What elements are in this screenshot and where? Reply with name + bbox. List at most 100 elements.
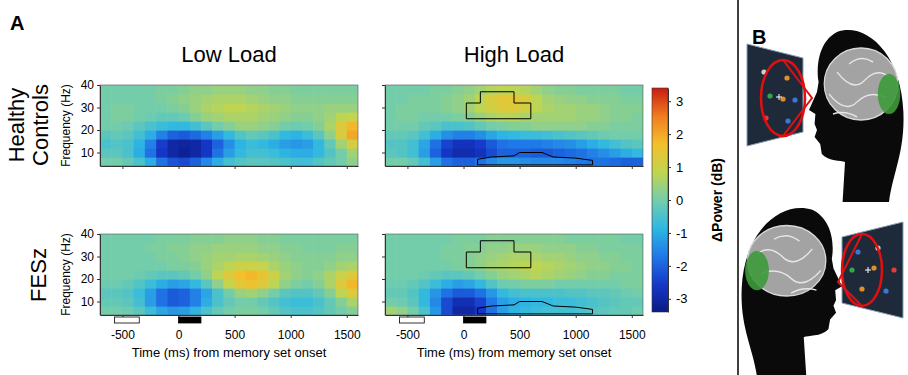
- heatmap-cell: [407, 252, 419, 262]
- heatmap-cell: [385, 130, 397, 140]
- heatmap-cell: [268, 130, 280, 140]
- heatmap-cell: [268, 121, 280, 131]
- heatmap-cell: [291, 139, 303, 149]
- heatmap-cell: [385, 148, 397, 158]
- heatmap-cell: [324, 297, 336, 307]
- heatmap-cell: [291, 243, 303, 253]
- heatmap-cell: [179, 121, 191, 131]
- colorbar-tick-label: 2: [676, 127, 683, 142]
- heatmap-cell: [212, 243, 224, 253]
- heatmap-cell: [145, 139, 157, 149]
- x-tick: [576, 166, 577, 169]
- heatmap-cell: [145, 94, 157, 104]
- row-title: FESz: [26, 248, 51, 302]
- y-axis: [382, 86, 386, 167]
- heatmap-cell: [587, 85, 599, 95]
- heatmap-cell: [313, 139, 325, 149]
- heatmap-cell: [441, 103, 453, 113]
- heatmap-cell: [246, 103, 258, 113]
- head-silhouette: [809, 30, 904, 202]
- heatmap-cell: [223, 234, 235, 244]
- heatmap-cell: [407, 243, 419, 253]
- heatmap-cell: [598, 85, 610, 95]
- heatmap-cell: [313, 288, 325, 298]
- heatmap-cell: [587, 279, 599, 289]
- heatmap-cell: [279, 279, 291, 289]
- head: [809, 30, 904, 202]
- heatmap-cell: [302, 94, 314, 104]
- heatmap-cell: [430, 243, 442, 253]
- heatmap-cell: [201, 157, 213, 166]
- heatmap-cell: [531, 261, 543, 271]
- heatmap-cell: [291, 103, 303, 113]
- heatmap-cell: [576, 252, 588, 262]
- heatmap-cell: [134, 288, 146, 298]
- heatmap-cell: [464, 130, 476, 140]
- cluster-outline: [466, 241, 531, 268]
- heatmap-cell: [268, 243, 280, 253]
- heatmap-cell: [632, 270, 643, 280]
- heatmap-cell: [291, 130, 303, 140]
- heatmap-cell: [212, 112, 224, 122]
- heatmap-cell: [179, 252, 191, 262]
- heatmap-cell: [531, 94, 543, 104]
- heatmap-cell: [212, 85, 224, 95]
- heatmap-cell: [179, 234, 191, 244]
- heatmap-cell: [246, 279, 258, 289]
- heatmap-cell: [167, 243, 179, 253]
- heatmap-cell: [430, 112, 442, 122]
- heatmap-cell: [302, 297, 314, 307]
- y-tick-mark: [97, 85, 100, 86]
- heatmap-cell: [190, 279, 202, 289]
- x-tick-mark: [347, 315, 348, 318]
- heatmap-cell: [441, 297, 453, 307]
- heatmap-cell: [632, 279, 643, 289]
- heatmap-cell: [407, 121, 419, 131]
- heatmap-cell: [223, 288, 235, 298]
- heatmap-cell: [201, 85, 213, 95]
- x-axis: [386, 166, 644, 169]
- heatmap-cell: [302, 270, 314, 280]
- heatmap-cell: [553, 148, 565, 158]
- heatmap-cell: [246, 121, 258, 131]
- heatmap-cell: [531, 288, 543, 298]
- colorbar-tick: -3: [668, 291, 688, 306]
- gaze-lines: [783, 60, 812, 136]
- heatmap-cell: [452, 139, 464, 149]
- heatmap-cell: [396, 252, 408, 262]
- heatmap-cell: [291, 297, 303, 307]
- heatmap-cell: [122, 157, 134, 166]
- heatmap-cell: [324, 243, 336, 253]
- heatmap-cell: [452, 103, 464, 113]
- heatmap-cell: [246, 148, 258, 158]
- heatmap-cell: [324, 270, 336, 280]
- y-tick-mark: [382, 279, 385, 280]
- heatmap-cell: [336, 252, 348, 262]
- heatmap-cell: [542, 121, 554, 131]
- heatmap-cell: [235, 306, 247, 315]
- heatmap-cell: [235, 94, 247, 104]
- heatmap-cell: [430, 270, 442, 280]
- heatmap-cell: [632, 148, 643, 158]
- y-tick-mark: [382, 85, 385, 86]
- heatmap-cell: [223, 261, 235, 271]
- heatmap-cell: [430, 306, 442, 315]
- heatmap-panel: -50005001000150010203040Frequency (Hz)Ti…: [59, 227, 361, 360]
- heatmap-cell: [223, 103, 235, 113]
- cluster-outline: [466, 92, 531, 119]
- heatmap-cell: [122, 261, 134, 271]
- plot-area: [100, 234, 358, 315]
- heatmap-cell: [313, 306, 325, 315]
- heatmap-cell: [587, 297, 599, 307]
- y-axis: 10203040: [81, 227, 101, 315]
- heatmap-cell: [609, 94, 621, 104]
- plot-frame: [385, 234, 643, 315]
- y-tick-mark: [97, 279, 100, 280]
- heatmap-cell: [302, 306, 314, 315]
- heatmap-cell: [201, 279, 213, 289]
- heatmap-cell: [201, 243, 213, 253]
- heatmap-cell: [145, 288, 157, 298]
- heatmap-cell: [201, 94, 213, 104]
- heatmap-cell: [302, 139, 314, 149]
- heatmap-cell: [111, 139, 123, 149]
